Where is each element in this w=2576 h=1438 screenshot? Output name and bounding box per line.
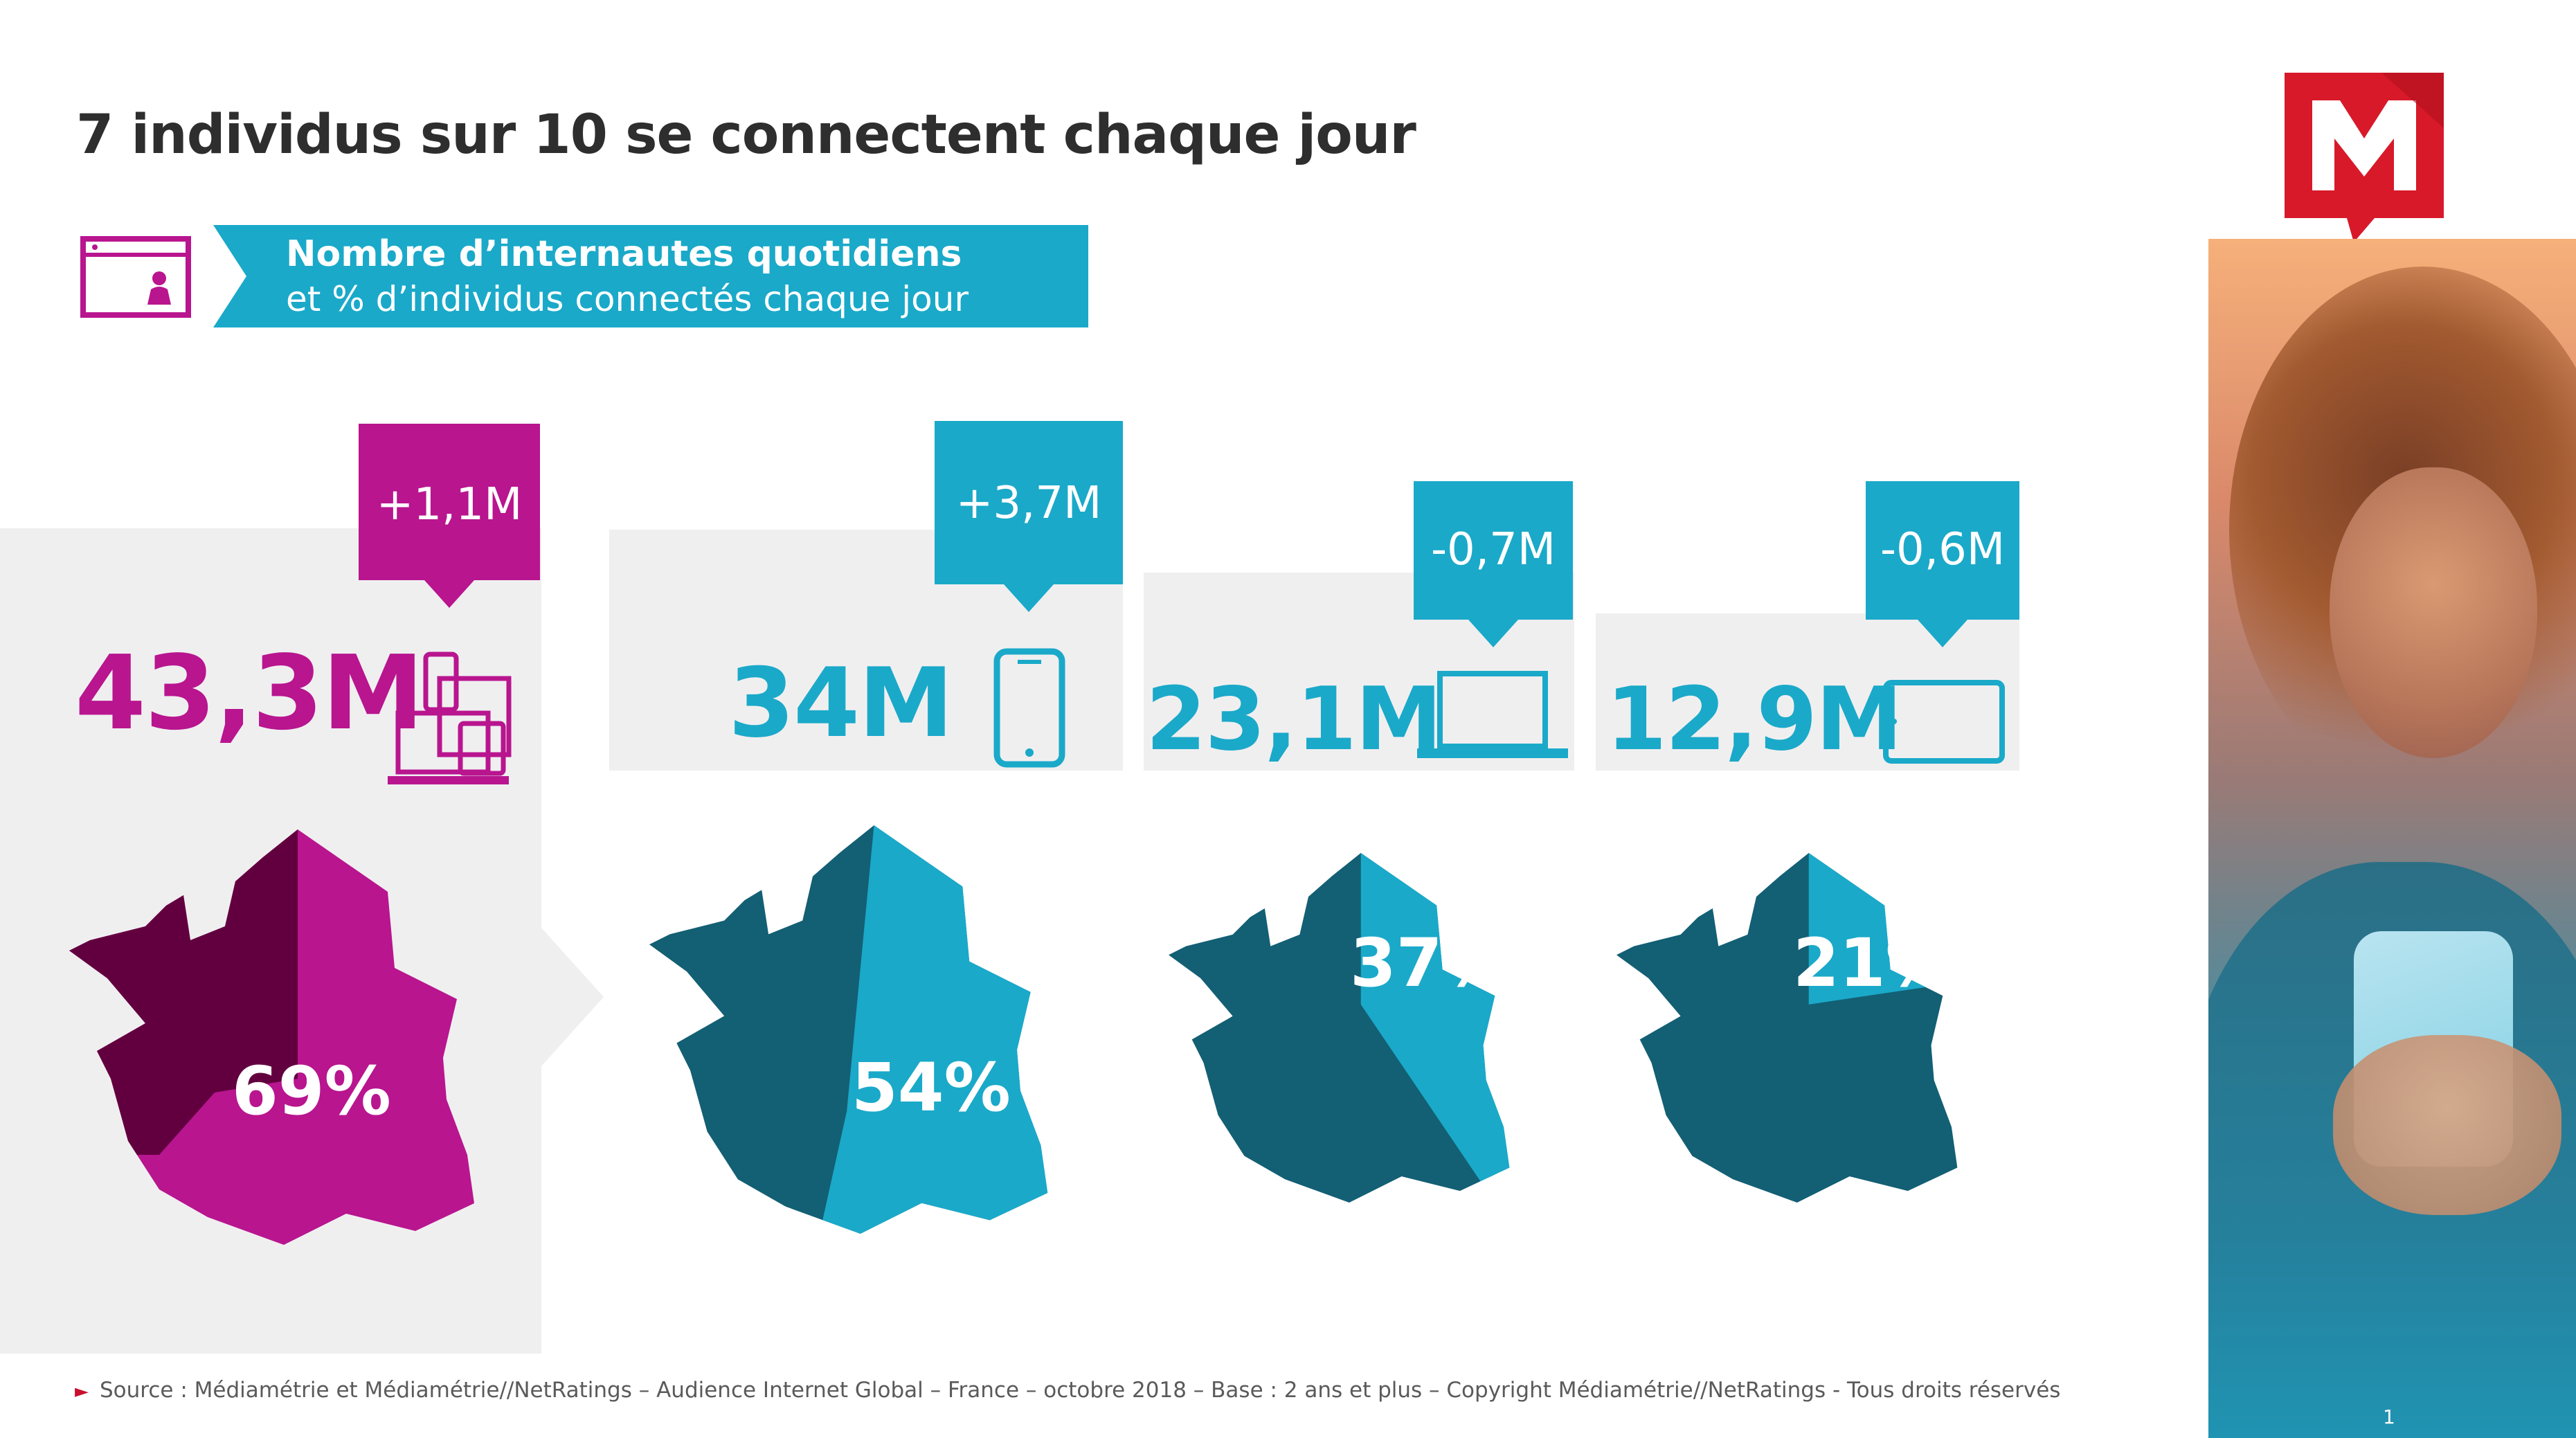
percent-tablet: 21% (1793, 924, 1952, 1002)
smartphone-icon (993, 648, 1065, 768)
source-text: Source : Médiamétrie et Médiamétrie//Net… (100, 1378, 2061, 1403)
subtitle-banner: Nombre d’internautes quotidiens et % d’i… (213, 225, 1088, 327)
change-value: -0,6M (1880, 524, 2006, 575)
total-all-devices: 43,3M (75, 633, 424, 753)
change-value: -0,7M (1430, 524, 1556, 575)
source-note: ► Source : Médiamétrie et Médiamétrie//Ne… (75, 1378, 2060, 1403)
change-callout-all: +1,1M (359, 424, 540, 608)
change-value: +3,7M (955, 478, 1102, 529)
france-map-tablet (1616, 853, 1958, 1203)
total-computer: 23,1M (1146, 668, 1442, 770)
page-number: 1 (2383, 1405, 2395, 1428)
change-value: +1,1M (376, 479, 523, 530)
france-map-smartphone (649, 825, 1048, 1234)
france-map-all-devices (69, 829, 474, 1245)
tablet-icon (1883, 680, 2005, 764)
screen-person-icon (80, 236, 191, 318)
laptop-icon (1417, 671, 1568, 758)
change-callout-tablet: -0,6M (1866, 481, 2019, 647)
multi-device-icon (388, 651, 512, 784)
banner-title: Nombre d’internautes quotidiens (286, 233, 962, 275)
change-callout-smartphone: +3,7M (935, 421, 1123, 612)
mediametrie-logo (2285, 73, 2444, 242)
banner-subtitle: et % d’individus connectés chaque jour (286, 279, 969, 319)
bullet-arrow-icon: ► (75, 1381, 89, 1402)
percent-all-devices: 69% (232, 1052, 391, 1130)
total-tablet: 12,9M (1606, 668, 1902, 770)
total-smartphone: 34M (728, 647, 953, 759)
percent-computer: 37% (1350, 924, 1509, 1002)
page-title: 7 individus sur 10 se connectent chaque … (76, 104, 1416, 166)
woman-with-phone-photo (2208, 239, 2576, 1438)
change-callout-computer: -0,7M (1414, 481, 1573, 647)
panel-arrow (541, 928, 604, 1066)
percent-smartphone: 54% (852, 1049, 1011, 1126)
france-map-computer (1169, 853, 1510, 1203)
